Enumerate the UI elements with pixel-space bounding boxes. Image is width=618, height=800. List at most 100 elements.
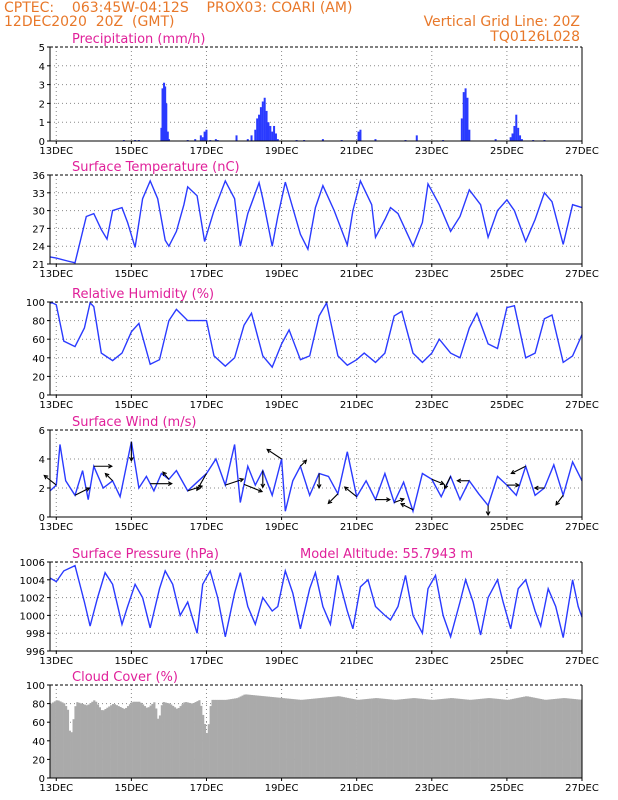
precip-bar xyxy=(515,114,518,141)
cloud-bar xyxy=(316,698,319,778)
cloud-bar xyxy=(267,696,270,778)
y-tick-label: 1 xyxy=(39,118,45,129)
cloud-bar xyxy=(363,699,366,778)
cloud-bar xyxy=(155,708,158,778)
cloud-bar xyxy=(115,705,118,778)
x-tick-label: 21DEC xyxy=(340,522,374,533)
precip-bar xyxy=(263,97,266,141)
pres-panel: 996 998 1000 1002 1004 1006 13DEC 15DEC 17DEC 19D… xyxy=(20,547,599,667)
cloud-bar xyxy=(140,702,143,778)
cloud-bar xyxy=(149,705,152,778)
y-tick-label: 100 xyxy=(26,298,45,309)
cloud-bar xyxy=(65,706,68,778)
cloud-bar xyxy=(440,699,443,778)
cloud-bar xyxy=(479,698,483,778)
cloud-bar xyxy=(237,697,240,778)
cloud-bar xyxy=(153,702,156,778)
cloud-bar xyxy=(384,698,387,778)
cloud-bar xyxy=(451,698,454,778)
y-tick-label: 80 xyxy=(32,700,45,711)
cloud-bar xyxy=(491,698,494,778)
cloud-bar xyxy=(322,697,325,778)
cloud-bar xyxy=(453,698,456,778)
cloud-bar xyxy=(436,699,439,778)
cloud-bar xyxy=(549,699,552,778)
wind-vector xyxy=(104,472,113,482)
y-tick-label: 60 xyxy=(32,718,45,729)
wind-title: Surface Wind (m/s) xyxy=(72,415,196,430)
precip-bar xyxy=(415,135,418,141)
x-tick-label: 23DEC xyxy=(415,146,449,157)
cloud-bar xyxy=(89,703,92,778)
cloud-bar xyxy=(277,697,280,778)
cloud-bar xyxy=(519,697,522,778)
cloud-bar xyxy=(312,698,316,778)
cloud-bar xyxy=(51,702,55,778)
cloud-bar xyxy=(553,699,556,778)
cloud-bar xyxy=(239,696,242,778)
cloud-bar xyxy=(416,698,419,778)
x-tick-label: 15DEC xyxy=(115,269,149,280)
wind-vector xyxy=(343,486,358,498)
wind-vector xyxy=(299,459,308,467)
cloud-bar xyxy=(540,699,543,778)
cloud-bar xyxy=(324,697,327,778)
product-code: TQ0126L028 xyxy=(490,29,580,45)
y-tick-label: 5 xyxy=(39,43,45,54)
cloud-bar xyxy=(331,696,334,778)
precip-bar xyxy=(374,139,377,141)
cloud-bar xyxy=(258,695,261,778)
model-altitude-note: Model Altitude: 55.7943 m xyxy=(300,547,473,562)
cloud-bar xyxy=(96,704,100,778)
y-tick-label: 40 xyxy=(32,737,45,748)
cloud-bar xyxy=(431,699,434,778)
cloud-bar xyxy=(386,699,389,778)
cloud-bar xyxy=(254,695,257,778)
cloud-bar xyxy=(145,707,148,778)
cloud-bar xyxy=(468,699,471,778)
y-tick-label: 1002 xyxy=(20,594,45,605)
rh-series-line xyxy=(50,300,583,369)
cloud-bar xyxy=(361,699,364,778)
cloud-bar xyxy=(121,707,124,778)
cloud-bar xyxy=(286,698,289,778)
cloud-bar xyxy=(365,699,368,778)
cloud-bar xyxy=(217,699,220,778)
cloud-bar xyxy=(541,699,545,778)
cloud-bar xyxy=(444,698,447,778)
cloud-bar xyxy=(534,697,537,778)
cloud-bar xyxy=(136,701,139,778)
cloud-bar xyxy=(579,699,582,778)
cloud-bar xyxy=(427,699,430,778)
cloud-bar xyxy=(85,705,88,778)
cloud-bar xyxy=(264,696,267,778)
y-tick-label: 24 xyxy=(32,242,45,253)
x-tick-label: 21DEC xyxy=(340,269,374,280)
cloud-bar xyxy=(220,699,224,778)
wind-panel: 0 2 4 6 13DEC 15DEC 17DEC 19DEC 21DEC 23DEC 25DEC 2… xyxy=(39,415,599,533)
cloud-bar xyxy=(275,697,278,778)
cloud-bar xyxy=(506,699,509,778)
x-tick-label: 17DEC xyxy=(190,783,224,794)
precip-bar xyxy=(359,129,362,141)
x-tick-label: 19DEC xyxy=(265,269,299,280)
cloud-bar xyxy=(402,699,406,778)
cloud-bar xyxy=(93,700,96,778)
cloud-bar xyxy=(170,704,173,778)
cloud-bar xyxy=(202,714,205,778)
cloud-bar xyxy=(87,704,90,778)
precip-bar xyxy=(466,97,469,141)
cloud-bar xyxy=(280,697,284,778)
cloud-bar xyxy=(320,697,323,778)
precip-bar xyxy=(513,125,516,141)
cloud-bar xyxy=(102,710,105,778)
y-tick-label: 0 xyxy=(39,137,45,148)
wind-vector xyxy=(533,485,545,491)
precip-bar xyxy=(357,131,360,141)
precip-bar xyxy=(520,139,523,141)
cloud-bar xyxy=(508,699,511,778)
cloud-bar xyxy=(164,702,167,778)
precip-bar xyxy=(246,139,249,141)
precip-bar xyxy=(161,88,164,141)
cloud-bar xyxy=(314,698,317,778)
